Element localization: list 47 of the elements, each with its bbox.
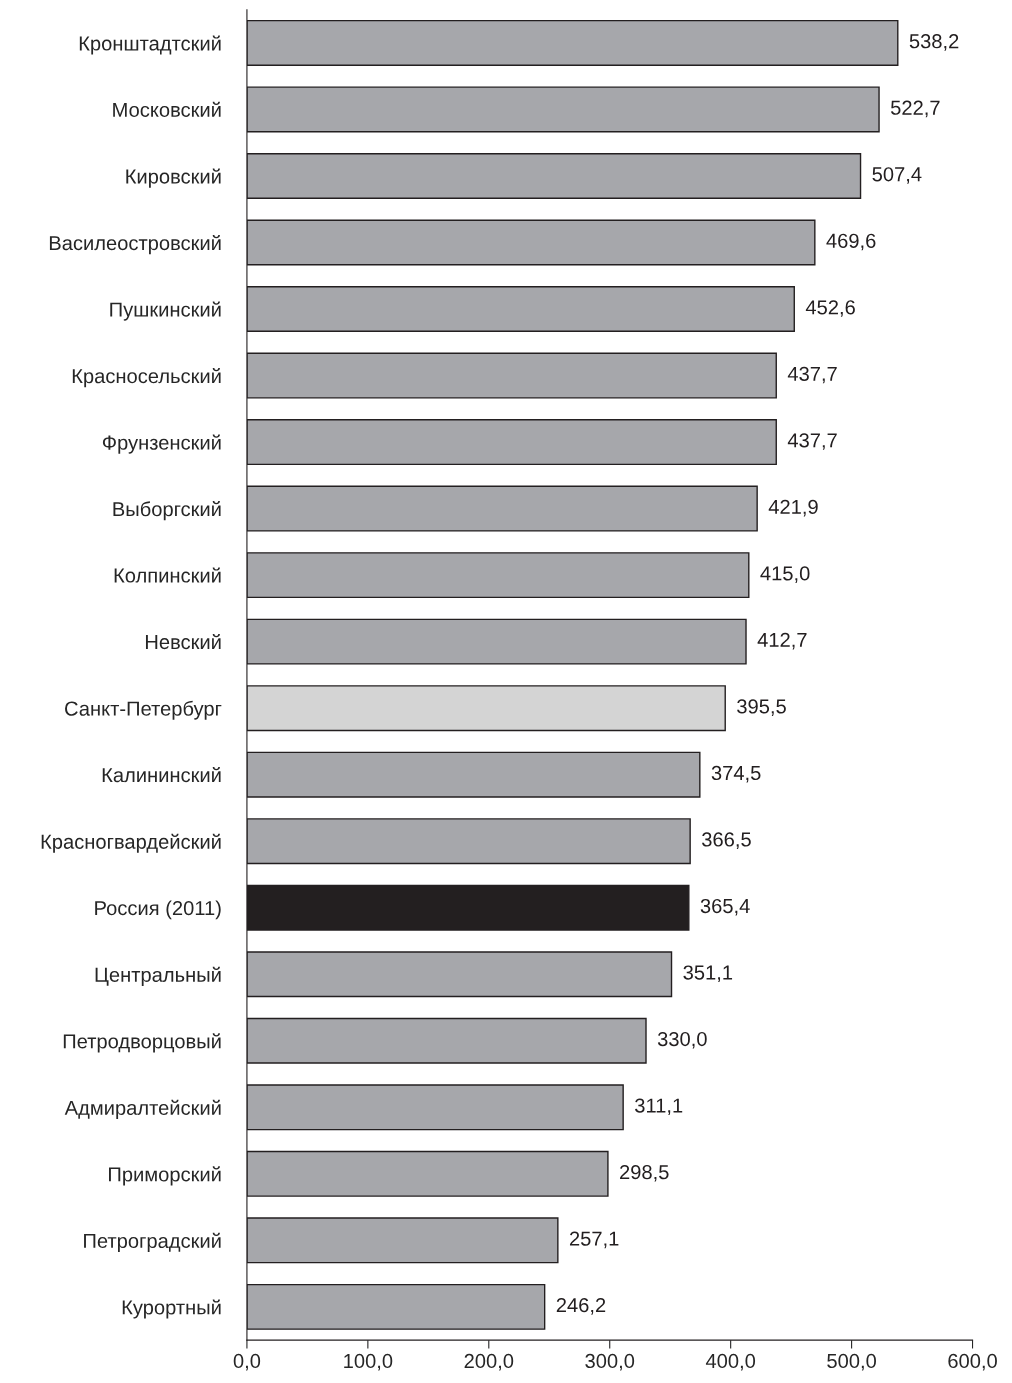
data-label: 366,5	[702, 832, 751, 849]
y-tick-label: Василеостровский	[49, 235, 221, 255]
data-label: 374,5	[711, 765, 761, 783]
y-tick-label: Невский	[145, 633, 221, 650]
data-label: 421,9	[768, 499, 818, 517]
x-tick-label: 500,0	[827, 1353, 877, 1371]
data-label: 437,7	[787, 433, 837, 450]
x-tick-label: 600,0	[948, 1353, 997, 1371]
x-tick-label: 100,0	[344, 1353, 393, 1371]
y-tick-label: Петроградский	[84, 1232, 221, 1252]
data-label: 257,1	[569, 1231, 619, 1249]
y-tick-label: Приморский	[109, 1166, 221, 1186]
y-tick-label: Курортный	[122, 1299, 221, 1319]
y-tick-label: Фрунзенский	[102, 434, 221, 454]
data-label: 522,7	[890, 100, 940, 118]
data-label: 538,2	[909, 34, 959, 51]
y-tick-label: Центральный	[95, 966, 221, 986]
data-label: 395,5	[737, 699, 786, 716]
y-tick-label: Петродворцовый	[63, 1033, 221, 1053]
x-tick-label: 200,0	[464, 1353, 514, 1371]
y-tick-label: Санкт-Петербург	[65, 700, 222, 720]
y-tick-label: Кировский	[126, 168, 221, 188]
data-label: 412,7	[757, 632, 807, 650]
y-tick-label: Пушкинский	[110, 301, 221, 321]
data-label: 437,7	[787, 366, 837, 384]
x-tick-label: 400,0	[705, 1353, 756, 1371]
data-label: 415,0	[760, 566, 810, 583]
y-tick-label: Кронштадтский	[79, 35, 221, 55]
y-tick-label: Россия (2011)	[95, 900, 221, 920]
y-tick-label: Колпинский	[114, 567, 221, 583]
data-label: 452,6	[805, 300, 855, 317]
x-tick-label: 300,0	[585, 1353, 635, 1371]
y-tick-label: Красногвардейский	[41, 833, 221, 853]
y-tick-label: Калининский	[102, 767, 221, 783]
y-tick-label: Адмиралтейский	[64, 1099, 221, 1119]
y-tick-label: Московский	[113, 101, 221, 117]
data-label: 469,6	[826, 233, 876, 251]
y-tick-label: Выборгский	[113, 501, 221, 521]
data-label: 330,0	[657, 1031, 707, 1049]
data-label: 365,4	[700, 898, 750, 916]
x-tick-label: 0,0	[233, 1353, 261, 1371]
data-label: 298,5	[620, 1164, 669, 1182]
data-label: 311,1	[635, 1098, 683, 1116]
data-label: 246,2	[556, 1298, 606, 1315]
data-label: 507,4	[872, 167, 922, 184]
y-tick-label: Красносельский	[72, 368, 221, 388]
data-label: 351,1	[683, 965, 733, 983]
